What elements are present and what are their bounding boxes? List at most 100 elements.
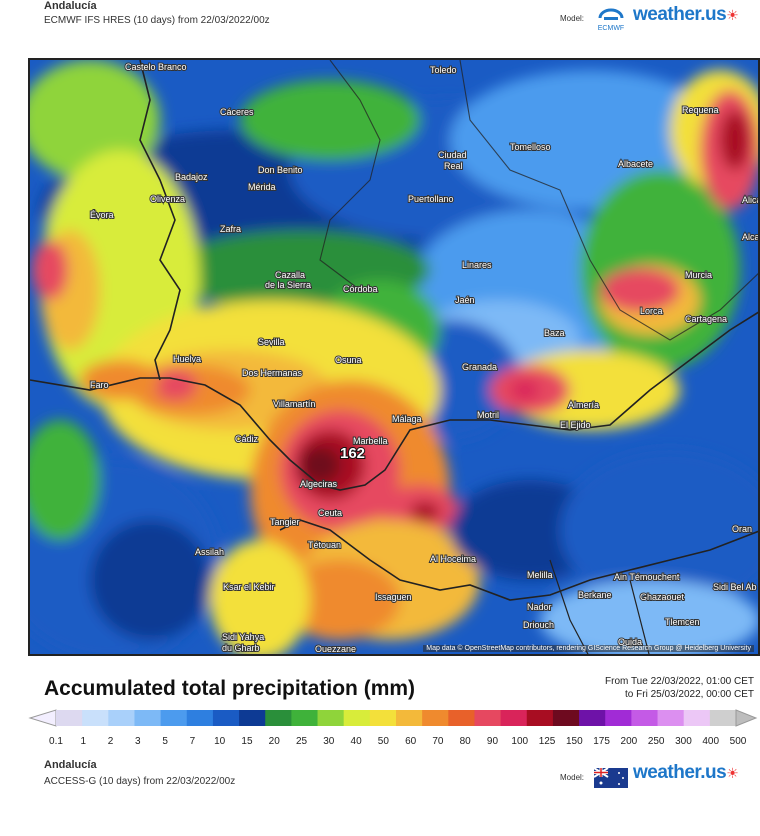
- city-cazalla-2: de la Sierra: [265, 280, 311, 290]
- coastline: [30, 311, 758, 491]
- city-caceres: Cáceres: [220, 107, 254, 117]
- scale-swatch: [343, 710, 371, 726]
- city-requena: Requena: [682, 105, 719, 115]
- scale-swatch: [265, 710, 292, 726]
- footer-model-subtitle: ACCESS-G (10 days) from 22/03/2022/00z: [44, 776, 236, 787]
- city-faro: Faro: [90, 380, 109, 390]
- city-alicante: Alicar: [742, 195, 760, 205]
- scale-tick-label: 5: [162, 736, 168, 747]
- city-merida: Mérida: [248, 182, 276, 192]
- scale-tick-label: 100: [511, 736, 529, 747]
- city-almeria: Almería: [568, 400, 599, 410]
- australia-flag-icon: [594, 768, 628, 788]
- city-badajoz: Badajoz: [175, 172, 208, 182]
- scale-tick-label: 150: [565, 736, 583, 747]
- footer-brand-name: weather.us: [633, 762, 727, 783]
- footer-model-label: Model:: [560, 773, 585, 782]
- city-sidi-yahya: Sidi Yahya: [222, 632, 264, 642]
- scale-swatch: [212, 710, 240, 726]
- city-motril: Motril: [477, 410, 499, 420]
- city-castelo-branco: Castelo Branco: [125, 62, 187, 72]
- scale-swatch: [239, 710, 266, 726]
- city-ksar-el-kebir: Ksar el Kebir: [223, 582, 275, 592]
- city-olivenza: Olivenza: [150, 194, 185, 204]
- ecmwf-logo: ECMWF: [598, 8, 624, 32]
- scale-tick-label: 50: [377, 736, 389, 747]
- scale-tick-label: 250: [647, 736, 665, 747]
- footer-weather-us-logo[interactable]: weather.us☀: [633, 762, 739, 784]
- scale-tick-label: 80: [459, 736, 471, 747]
- city-marbella: Marbella: [353, 436, 388, 446]
- time-range-from: From Tue 22/03/2022, 01:00 CET: [605, 676, 754, 687]
- scale-max-arrow: [735, 709, 758, 727]
- scale-swatch: [683, 710, 711, 726]
- scale-tick-label: 30: [323, 736, 335, 747]
- city-ciudad-real-2: Real: [444, 161, 463, 171]
- city-ouezzane: Ouezzane: [315, 644, 356, 654]
- city-driouch: Driouch: [523, 620, 554, 630]
- weather-us-logo[interactable]: weather.us☀: [633, 4, 739, 26]
- city-tangier: Tangier: [270, 517, 300, 527]
- city-osuna: Osuna: [335, 355, 362, 365]
- max-value-label: 162: [340, 445, 365, 462]
- brand-name: weather.us: [633, 4, 727, 25]
- city-puertollano: Puertollano: [408, 194, 454, 204]
- city-melilla: Melilla: [527, 570, 553, 580]
- scale-tick-label: 400: [702, 736, 720, 747]
- footer-region-title: Andalucía: [44, 759, 97, 771]
- city-elche: Alca: [742, 232, 760, 242]
- scale-swatch: [657, 710, 685, 726]
- map-attribution[interactable]: Map data © OpenStreetMap contributors, r…: [423, 645, 754, 652]
- scale-swatch: [474, 710, 502, 726]
- city-berkane: Berkane: [578, 590, 612, 600]
- city-cadiz: Cádiz: [235, 434, 259, 444]
- scale-tick-label: 500: [729, 736, 747, 747]
- scale-swatch: [631, 710, 659, 726]
- city-tomelloso: Tomelloso: [510, 142, 551, 152]
- scale-swatch: [579, 710, 606, 726]
- scale-tick-label: 200: [620, 736, 638, 747]
- model-label: Model:: [560, 14, 585, 23]
- city-zafra: Zafra: [220, 224, 241, 234]
- scale-tick-label: 20: [268, 736, 280, 747]
- city-tetouan: Tétouan: [308, 540, 341, 550]
- precipitation-map-canvas: Castelo Branco Toledo Cáceres Don Benito…: [30, 60, 760, 654]
- city-sidi-bel-abbes: Sidi Bel Ab: [713, 582, 757, 592]
- scale-tick-label: 25: [295, 736, 308, 747]
- region-borders: [319, 60, 758, 341]
- ecmwf-logo-text: ECMWF: [598, 25, 624, 32]
- scale-swatch: [317, 710, 345, 726]
- sun-icon: ☀: [726, 7, 739, 23]
- color-scale-bar: [28, 709, 758, 727]
- footer-sun-icon: ☀: [726, 765, 739, 781]
- city-albacete: Albacete: [618, 159, 653, 169]
- scale-swatch: [291, 710, 319, 726]
- scale-swatch: [422, 710, 449, 726]
- precipitation-field: [30, 60, 758, 654]
- city-ciudad-real: Ciudad: [438, 150, 467, 160]
- scale-tick-label: 7: [189, 736, 196, 747]
- scale-swatch: [552, 710, 580, 726]
- scale-tick-label: 10: [214, 736, 226, 747]
- city-cazalla: Cazalla: [275, 270, 305, 280]
- precipitation-map[interactable]: Castelo Branco Toledo Cáceres Don Benito…: [28, 58, 760, 656]
- region-title: Andalucía: [44, 0, 97, 12]
- city-el-ejido: El Ejido: [560, 420, 591, 430]
- scale-tick-label: 70: [432, 736, 444, 747]
- scale-swatch: [134, 710, 162, 726]
- city-dos-hermanas: Dos Hermanas: [242, 368, 303, 378]
- city-huelva: Huelva: [173, 354, 201, 364]
- city-algeciras: Algeciras: [300, 479, 338, 489]
- city-linares: Linares: [462, 260, 492, 270]
- city-jaen: Jaén: [455, 295, 475, 305]
- city-al-hoceima: Al Hoceima: [430, 554, 476, 564]
- scale-swatch: [108, 710, 135, 726]
- scale-tick-label: 300: [675, 736, 692, 747]
- city-cartagena: Cartagena: [685, 314, 727, 324]
- african-coastline: [279, 519, 758, 601]
- scale-swatch: [526, 710, 554, 726]
- scale-tick-label: 175: [593, 736, 610, 747]
- city-oran: Oran: [732, 524, 752, 534]
- city-lorca: Lorca: [640, 306, 663, 316]
- scale-tick-label: 125: [538, 736, 556, 747]
